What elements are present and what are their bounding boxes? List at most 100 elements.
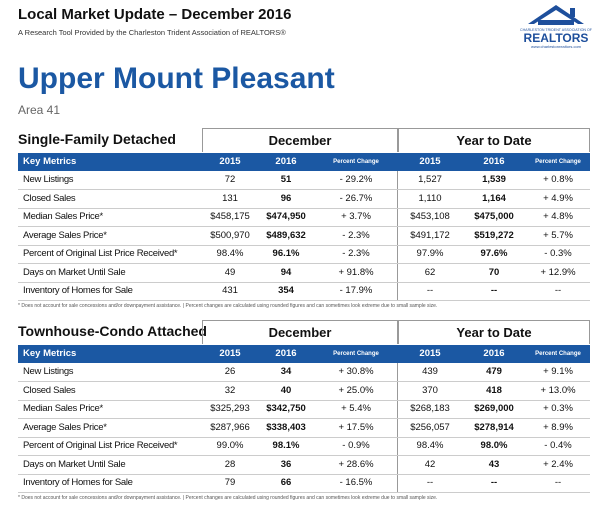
table-row (18, 190, 590, 209)
table-cell: + 3.7% (341, 211, 371, 222)
table-cell: $325,293 (210, 403, 250, 414)
table-cell: 66 (280, 477, 292, 488)
table-cell: 42 (424, 458, 436, 470)
table-cell: -- (490, 477, 498, 488)
period-header: Year to Date (398, 320, 590, 344)
table-cell: Closed Sales (23, 192, 76, 204)
table-cell: Median Sales Price* (23, 403, 103, 414)
table-cell: 370 (422, 384, 438, 396)
logo: CHARLESTON TRIDENT ASSOCIATION OF REALTO… (520, 5, 593, 49)
table-cell: Average Sales Price* (23, 421, 107, 433)
table-cell: 40 (280, 384, 292, 396)
table-cell: 431 (222, 285, 238, 296)
column-header: Percent Change (535, 351, 581, 357)
table-cell: $458,175 (210, 211, 250, 222)
column-header: 2016 (275, 348, 297, 359)
table-cell: $268,183 (410, 403, 450, 414)
table-cell: New Listings (23, 174, 74, 185)
table-cell: 36 (280, 458, 292, 470)
table-cell: + 0.3% (543, 403, 573, 414)
table-row (18, 245, 590, 264)
table-row (18, 171, 590, 190)
table-cell: - 0.9% (342, 440, 370, 451)
table-row (18, 264, 590, 283)
table-cell: -- (554, 285, 562, 296)
table-cell: - 0.3% (544, 248, 572, 259)
header-row (18, 153, 590, 171)
table-cell: -- (554, 477, 562, 488)
table-cell: 96 (280, 192, 292, 204)
table-cell: $500,970 (210, 229, 250, 241)
page-subtitle: A Research Tool Provided by the Charlest… (18, 28, 286, 37)
table-cell: 32 (224, 384, 236, 396)
table-row (18, 227, 590, 246)
table-cell: + 8.9% (543, 421, 573, 433)
page-title: Local Market Update – December 2016 (18, 6, 292, 23)
table-cell: - 16.5% (339, 477, 373, 488)
table-row (18, 382, 590, 401)
table-cell: 79 (224, 477, 236, 488)
table-cell: + 2.4% (543, 458, 573, 470)
table-cell: New Listings (23, 366, 74, 377)
header-row (18, 345, 590, 363)
logo-line2: REALTORS (524, 31, 589, 45)
table-cell: + 5.4% (341, 403, 371, 414)
column-header: Percent Change (333, 159, 379, 165)
table-cell: $342,750 (266, 403, 306, 414)
table-cell: 1,110 (418, 192, 442, 204)
table-cell: 418 (486, 384, 502, 396)
table-cell: 49 (224, 266, 236, 278)
table-cell: Inventory of Homes for Sale (23, 477, 133, 488)
divider (397, 363, 398, 493)
table-cell: + 30.8% (338, 366, 374, 377)
table-cell: + 0.8% (543, 174, 573, 185)
column-header: Key Metrics (23, 348, 77, 359)
table-cell: 98.4% (216, 248, 244, 259)
table-cell: 1,539 (482, 174, 506, 185)
table-cell: - 2.3% (342, 229, 370, 241)
table-cell: 26 (224, 366, 236, 377)
table-cell: + 4.8% (543, 211, 573, 222)
table-cell: $491,172 (410, 229, 450, 241)
table-cell: 479 (486, 366, 502, 377)
table-row (18, 419, 590, 438)
column-header: 2016 (483, 156, 505, 167)
table-cell: $269,000 (474, 403, 514, 414)
table-cell: Inventory of Homes for Sale (23, 285, 133, 296)
footnote: * Does not account for sale concessions … (18, 494, 438, 501)
column-header: 2015 (219, 348, 241, 359)
table-cell: $453,108 (410, 211, 450, 222)
table-row (18, 474, 590, 493)
table-cell: $519,272 (474, 229, 514, 241)
table-row (18, 208, 590, 227)
footnote: * Does not account for sale concessions … (18, 302, 438, 309)
table-cell: - 29.2% (339, 174, 373, 185)
table-row (18, 456, 590, 475)
area-name: Upper Mount Pleasant (18, 62, 335, 95)
table-cell: 97.9% (416, 248, 444, 259)
table-cell: + 4.9% (543, 192, 573, 204)
column-header: Key Metrics (23, 156, 77, 167)
table-cell: 62 (424, 266, 436, 278)
logo-line1: CHARLESTON TRIDENT ASSOCIATION OF (520, 28, 593, 32)
table-cell: 98.4% (416, 440, 444, 451)
table-cell: + 5.7% (543, 229, 573, 241)
column-header: Percent Change (333, 351, 379, 357)
table-cell: 43 (488, 458, 500, 470)
table-cell: $489,632 (266, 229, 306, 241)
period-header: December (202, 320, 398, 344)
table-cell: $256,057 (410, 421, 450, 433)
table-cell: $338,403 (266, 421, 306, 433)
table-cell: 96.1% (272, 248, 300, 259)
table-cell: + 9.1% (543, 366, 573, 377)
column-header: 2015 (219, 156, 241, 167)
table-cell: + 17.5% (338, 421, 374, 433)
table-cell: 99.0% (216, 440, 244, 451)
table-row (18, 437, 590, 456)
table-cell: $278,914 (474, 421, 514, 433)
table-cell: + 28.6% (338, 458, 374, 470)
table-cell: 354 (278, 285, 294, 296)
table-cell: -- (490, 285, 498, 296)
table-cell: Average Sales Price* (23, 229, 107, 241)
